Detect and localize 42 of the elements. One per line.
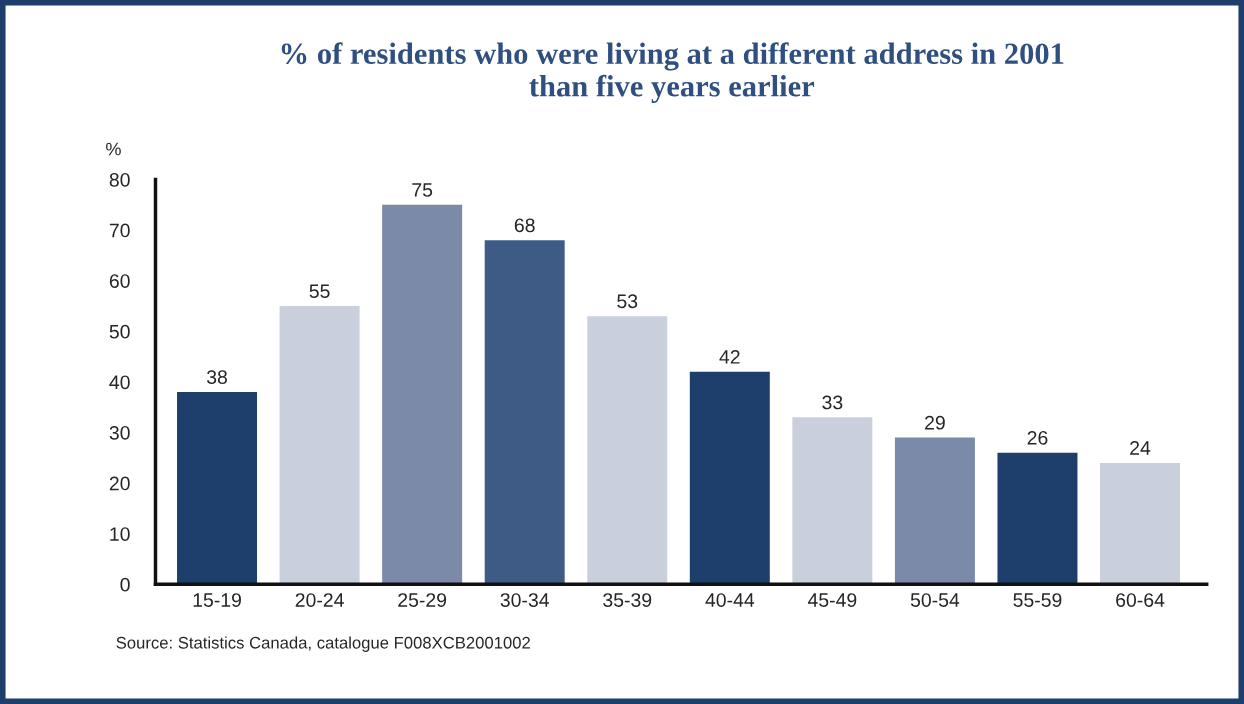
x-tick-label: 35-39 — [603, 593, 652, 607]
x-tick-label: 25-29 — [398, 593, 447, 607]
y-tick-label: 10 — [110, 527, 130, 541]
x-tick-label: 15-19 — [193, 593, 241, 607]
bar — [894, 437, 975, 585]
bar — [689, 371, 770, 585]
x-tick-label: 20-24 — [295, 593, 344, 607]
y-tick-label: 50 — [109, 324, 130, 339]
y-tick-label: 70 — [109, 223, 130, 238]
chart-title: % of residents who were living at a different address in 2001 than five years earlier — [281, 42, 1064, 103]
data-label: 29 — [925, 415, 945, 430]
data-label: 68 — [514, 218, 535, 233]
data-label: 33 — [822, 395, 843, 410]
x-tick-label: 30-34 — [500, 593, 549, 607]
x-tick-label: 60-64 — [1116, 593, 1165, 607]
y-tick-label: 20 — [109, 476, 130, 491]
y-tick-label: 60 — [109, 274, 130, 288]
data-label: 55 — [309, 284, 330, 299]
bar — [792, 417, 873, 585]
data-label: 75 — [412, 183, 433, 197]
data-label: 26 — [1027, 430, 1048, 445]
bar — [279, 306, 360, 585]
bar — [1100, 462, 1181, 585]
bar — [484, 240, 565, 585]
x-tick-label: 55-59 — [1013, 593, 1062, 607]
data-label: 24 — [1130, 441, 1151, 455]
y-axis-title: % — [106, 142, 121, 156]
bar — [997, 452, 1078, 585]
data-label: 38 — [206, 370, 227, 385]
bar — [177, 392, 258, 585]
data-label: 53 — [617, 294, 638, 309]
source-note: Source: Statistics Canada, catalogue F008XCB2001002 — [116, 636, 530, 652]
y-tick-label: 30 — [109, 425, 130, 440]
y-tick-label: 0 — [120, 577, 130, 592]
y-tick-label: 80 — [109, 172, 130, 187]
bar — [382, 204, 463, 585]
x-tick-label: 50-54 — [910, 593, 960, 607]
x-tick-label: 45-49 — [807, 593, 857, 607]
x-tick-label: 40-44 — [705, 593, 755, 607]
y-tick-label: 40 — [109, 375, 130, 390]
data-label: 42 — [719, 350, 740, 364]
bar — [587, 316, 668, 585]
